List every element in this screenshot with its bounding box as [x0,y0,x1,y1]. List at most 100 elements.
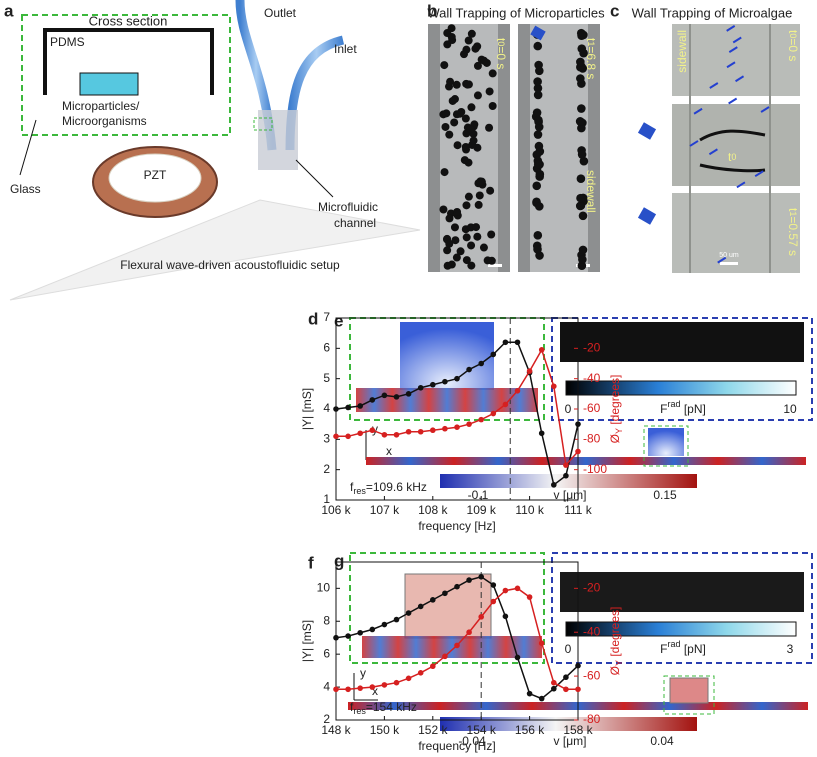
cell-arrow [735,75,745,83]
particle [473,143,482,152]
pdms-outline [43,28,214,95]
data-point [393,679,400,686]
particle [462,256,471,265]
fluid-field [400,322,494,390]
panel-g: g 0 Frad [pN] 3 y x -0.04 v [μm] 0.04 [334,551,813,748]
x-tick-label: 152 k [418,723,448,737]
particle [452,80,461,89]
data-point [538,347,545,353]
data-point [405,610,412,616]
annotation: fres=109.6 kHz [350,480,427,496]
data-point [417,384,424,391]
data-point [563,472,569,479]
colorbar [565,380,797,396]
colorbar [565,621,797,637]
data-point [551,383,557,390]
particle [533,159,543,169]
data-point [526,368,533,374]
particle [576,57,585,67]
label: PDMS [50,35,85,49]
annotation-part: f [350,700,354,714]
particle [471,44,480,53]
data-point [345,633,351,639]
particle [487,230,496,239]
y2-tick-label: -60 [583,401,601,415]
data-point [381,621,388,628]
cell-arrow [732,36,742,44]
particle [461,114,470,123]
track [699,163,766,173]
arrow [19,119,37,176]
panel-e: e 0 Frad [pN] 10 y x -0.1 v [μm] 0.15 [334,311,813,502]
cross-section-box [21,14,231,136]
particle [579,30,588,40]
particle [460,156,469,165]
cell-arrow [760,106,770,113]
data-point [478,360,485,367]
data-point [442,378,448,385]
panel-label: a [4,1,14,20]
data-point [466,366,472,373]
fluid [669,677,709,704]
y2-tick-label: -20 [583,581,601,595]
particle [456,247,465,256]
beam [366,457,806,465]
glass-slide [9,199,421,301]
particle [485,87,494,96]
y2-label-part: [degrees] [608,375,622,428]
data-point [575,686,581,693]
data-point [405,428,412,435]
panel-c: c Wall Trapping of Microalgae sidewall t… [530,1,800,273]
particle [476,177,485,186]
colorbar-min: 0 [565,402,572,416]
particle [450,118,459,127]
particle [577,150,587,159]
y2-tick-label: -20 [583,341,601,355]
annotation-part: res [353,486,366,496]
cell-arrow [693,107,703,115]
panel-a: a Cross section PDMS Microparticles/ Mic… [4,0,421,301]
particle [439,205,448,214]
x-tick-label: 110 k [515,503,544,517]
cell-arrow [708,148,718,156]
label: Outlet [264,6,297,20]
panel-label: d [308,309,318,328]
cell-arrow [726,61,736,69]
y-axis-label: |Y| [mS] [300,388,314,430]
track [699,129,766,142]
cell-arrow [754,170,764,178]
particle [462,233,471,242]
particle [533,231,543,240]
data-point [575,421,581,427]
x-tick-label: 154 k [467,723,497,737]
particle [576,74,585,83]
data-point [393,394,400,400]
cell-arrow [736,181,746,189]
colorbar-label: Frad [pN] [660,639,706,656]
sidewall-label: sidewall [675,30,689,73]
data-point [563,462,569,468]
caption: Flexural wave-driven acoustofluidic setu… [120,258,340,272]
label: Glass [10,182,41,196]
particle [575,201,585,211]
colorbar-min: -0.04 [458,734,486,748]
panel-label: b [427,1,437,20]
data-point [502,587,509,594]
label: Cross section [89,13,168,28]
t-rest: =0.57 s [786,216,800,256]
data-point [490,582,497,588]
colorbar [440,474,697,488]
particle [453,207,462,216]
annotation-part: res [353,706,366,716]
x-tick-label: 111 k [564,503,593,517]
data-point [442,425,448,432]
data-point [514,654,521,661]
data-point [538,695,545,702]
particle [479,243,488,252]
micrograph [672,193,800,273]
particle [533,83,543,93]
zoom-box [643,425,689,467]
y2-tick-label: -40 [583,371,601,385]
particle [446,77,455,86]
data-point [514,585,521,592]
